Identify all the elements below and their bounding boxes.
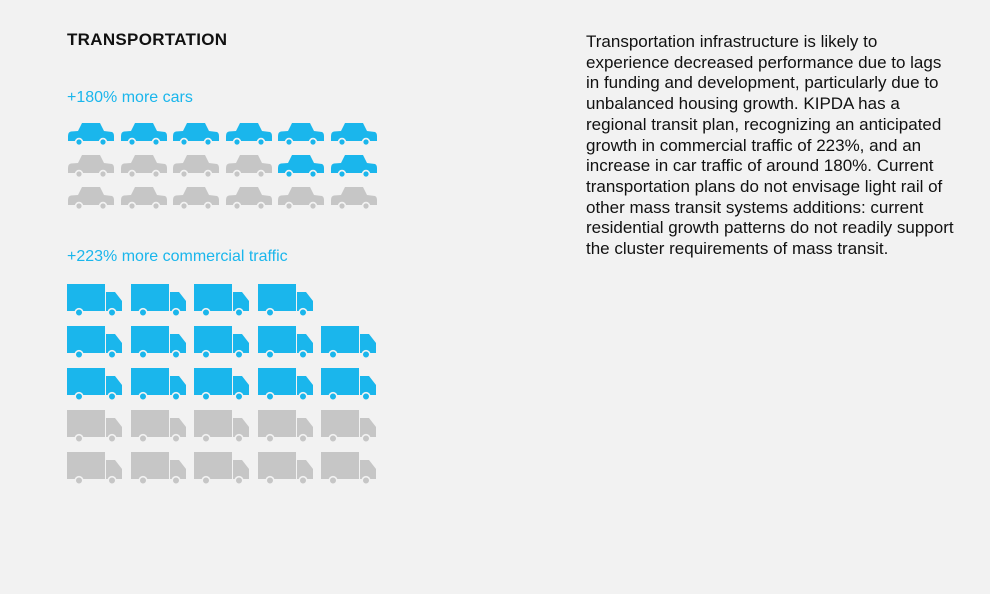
car-icon: [173, 187, 219, 211]
truck-icon: [130, 284, 186, 318]
truck-icon: [257, 452, 313, 486]
truck-icon: [321, 410, 376, 444]
cars-growth-label: +180% more cars: [67, 89, 193, 106]
car-icon: [225, 187, 272, 211]
car-icon: [173, 123, 219, 147]
truck-icon: [194, 284, 249, 318]
truck-icon: [67, 410, 122, 444]
truck-icon: [194, 410, 249, 444]
car-icon: [120, 155, 167, 179]
car-icon: [278, 155, 324, 179]
truck-pictogram-grid: [67, 284, 387, 490]
car-icon: [278, 187, 324, 211]
car-icon: [68, 155, 114, 179]
truck-icon: [194, 368, 249, 402]
car-icon: [68, 123, 114, 147]
car-icon: [68, 187, 114, 211]
car-pictogram-grid: [67, 121, 387, 213]
truck-icon: [130, 410, 186, 444]
truck-icon: [257, 368, 313, 402]
car-icon: [225, 123, 272, 147]
car-icon: [330, 187, 377, 211]
truck-icon: [130, 326, 186, 360]
truck-icon: [321, 452, 376, 486]
truck-icon: [130, 368, 186, 402]
car-icon: [120, 123, 167, 147]
car-icon: [225, 155, 272, 179]
commercial-traffic-growth-label: +223% more commercial traffic: [67, 248, 288, 265]
car-icon: [330, 155, 377, 179]
car-icon: [278, 123, 324, 147]
truck-icon: [67, 452, 122, 486]
page-title: TRANSPORTATION: [67, 30, 228, 49]
truck-icon: [257, 326, 313, 360]
truck-icon: [194, 326, 249, 360]
truck-icon: [194, 452, 249, 486]
truck-icon: [321, 326, 376, 360]
car-icon: [173, 155, 219, 179]
truck-icon: [67, 368, 122, 402]
truck-icon: [130, 452, 186, 486]
truck-icon: [67, 284, 122, 318]
car-icon: [330, 123, 377, 147]
truck-icon: [257, 284, 313, 318]
truck-icon: [67, 326, 122, 360]
car-icon: [120, 187, 167, 211]
truck-icon: [257, 410, 313, 444]
truck-icon: [321, 368, 376, 402]
description-paragraph: Transportation infrastructure is likely …: [586, 32, 954, 259]
